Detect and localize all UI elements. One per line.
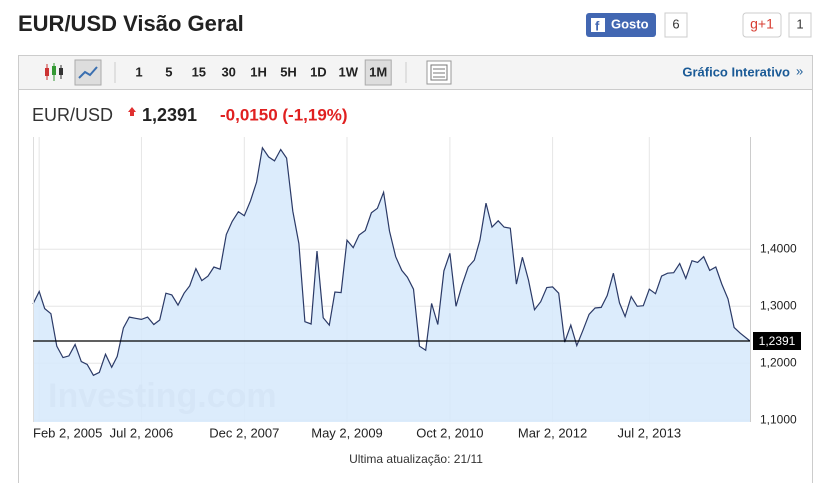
plot: Investing.com <box>32 137 751 423</box>
x-tick-label: Jul 2, 2013 <box>617 425 681 440</box>
x-tick-label: May 2, 2009 <box>311 425 383 440</box>
footer-update: Ultima atualização: 21/11 <box>349 452 483 466</box>
last-value-badge <box>753 332 801 351</box>
range-button[interactable]: 1W <box>339 64 359 79</box>
x-tick-label: Jul 2, 2006 <box>110 425 174 440</box>
y-tick-label: 1,4000 <box>760 241 797 255</box>
last-value-label: 1,2391 <box>759 334 796 348</box>
line-icon-bg <box>74 59 102 86</box>
toolbar <box>19 56 812 89</box>
x-tick-label: Mar 2, 2012 <box>518 425 587 440</box>
x-tick-label: Feb 2, 2005 <box>33 425 102 440</box>
price-line <box>32 146 751 377</box>
y-tick-label: 1,2000 <box>760 355 797 369</box>
like-count-box <box>664 12 688 38</box>
line-icon[interactable] <box>74 59 102 86</box>
quote-change: -0,0150 (-1,19%) <box>220 105 348 124</box>
fb-f: f <box>595 18 600 33</box>
range-button[interactable]: 1H <box>250 64 267 79</box>
down-arrow <box>128 107 136 116</box>
area-fill <box>33 147 750 423</box>
range-button[interactable]: 1M <box>369 64 387 79</box>
range-button[interactable]: 5 <box>165 64 172 79</box>
range-button[interactable]: 5H <box>280 64 297 79</box>
y-tick-label: 1,3000 <box>760 298 797 312</box>
interactive-link[interactable]: Gráfico Interativo <box>682 64 790 79</box>
quote-symbol: EUR/USD <box>32 105 113 125</box>
gplus-count-box <box>788 12 812 38</box>
like-button[interactable]: f Gosto <box>586 13 656 37</box>
quote-price: 1,2391 <box>142 105 197 125</box>
y-tick-label: 1,1000 <box>760 412 797 426</box>
gplus-button[interactable]: g+1 <box>742 12 782 38</box>
x-tick-label: Dec 2, 2007 <box>209 425 279 440</box>
gplus-bg <box>742 12 782 38</box>
line-icon-glyph <box>78 66 98 79</box>
range-button[interactable]: 15 <box>192 64 206 79</box>
range-button[interactable]: 30 <box>221 64 235 79</box>
candle-icon[interactable] <box>45 63 63 81</box>
like-count: 6 <box>672 16 679 31</box>
range-button[interactable]: 1 <box>135 64 142 79</box>
table-icon[interactable] <box>426 60 452 85</box>
link-arrow[interactable]: » <box>796 63 803 78</box>
range-active-bg <box>364 59 392 86</box>
gplus-label: g+1 <box>750 16 774 32</box>
like-label: Gosto <box>611 16 649 31</box>
range-button[interactable]: 1D <box>310 64 327 79</box>
fb-icon <box>591 18 605 32</box>
gplus-count: 1 <box>796 16 803 31</box>
x-tick-label: Oct 2, 2010 <box>416 425 483 440</box>
page-title: EUR/USD Visão Geral <box>18 11 244 36</box>
